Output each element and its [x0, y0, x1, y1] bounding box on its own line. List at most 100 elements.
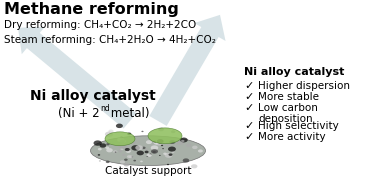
- Ellipse shape: [171, 151, 175, 153]
- Ellipse shape: [163, 153, 167, 155]
- Ellipse shape: [117, 137, 124, 142]
- Ellipse shape: [153, 141, 159, 145]
- Ellipse shape: [116, 124, 123, 128]
- Ellipse shape: [127, 155, 132, 158]
- Ellipse shape: [147, 156, 149, 157]
- Ellipse shape: [106, 161, 110, 163]
- Ellipse shape: [129, 155, 133, 158]
- Ellipse shape: [119, 140, 125, 143]
- Ellipse shape: [164, 143, 166, 144]
- Text: Higher dispersion: Higher dispersion: [258, 81, 350, 91]
- Ellipse shape: [145, 148, 148, 150]
- Ellipse shape: [146, 140, 152, 144]
- Ellipse shape: [177, 140, 184, 145]
- Ellipse shape: [98, 154, 100, 156]
- Ellipse shape: [120, 148, 124, 150]
- Ellipse shape: [136, 151, 144, 155]
- Ellipse shape: [120, 160, 125, 164]
- Ellipse shape: [118, 150, 122, 152]
- Ellipse shape: [141, 131, 144, 132]
- Ellipse shape: [168, 146, 176, 152]
- Ellipse shape: [131, 156, 133, 158]
- Ellipse shape: [105, 146, 109, 149]
- Text: Methane reforming: Methane reforming: [4, 2, 179, 17]
- Text: Dry reforming: CH₄+CO₂ → 2H₂+2CO: Dry reforming: CH₄+CO₂ → 2H₂+2CO: [4, 20, 196, 30]
- Text: metal): metal): [107, 107, 150, 120]
- Ellipse shape: [176, 143, 178, 145]
- Text: ✓: ✓: [244, 92, 253, 102]
- Ellipse shape: [96, 155, 99, 157]
- Ellipse shape: [184, 167, 187, 169]
- Ellipse shape: [191, 164, 197, 168]
- Text: Steam reforming: CH₄+2H₂O → 4H₂+CO₂: Steam reforming: CH₄+2H₂O → 4H₂+CO₂: [4, 35, 216, 45]
- Ellipse shape: [165, 153, 172, 158]
- Ellipse shape: [125, 148, 130, 151]
- Ellipse shape: [98, 148, 102, 150]
- Ellipse shape: [198, 149, 203, 153]
- Ellipse shape: [124, 159, 128, 161]
- Ellipse shape: [144, 151, 149, 153]
- Text: Ni alloy catalyst: Ni alloy catalyst: [30, 89, 156, 103]
- Ellipse shape: [154, 140, 156, 142]
- Text: ✓: ✓: [244, 121, 253, 131]
- Ellipse shape: [161, 145, 163, 146]
- Text: Catalyst support: Catalyst support: [105, 166, 191, 176]
- Text: Low carbon: Low carbon: [258, 103, 318, 113]
- Ellipse shape: [108, 129, 113, 133]
- Ellipse shape: [169, 140, 175, 144]
- Ellipse shape: [148, 128, 182, 144]
- Text: deposition: deposition: [258, 114, 313, 124]
- Ellipse shape: [183, 158, 189, 163]
- Text: (Ni + 2: (Ni + 2: [58, 107, 100, 120]
- Text: More activity: More activity: [258, 132, 325, 142]
- Ellipse shape: [169, 153, 172, 156]
- Ellipse shape: [181, 140, 184, 142]
- Text: More stable: More stable: [258, 92, 319, 102]
- Ellipse shape: [152, 151, 156, 153]
- Ellipse shape: [142, 146, 146, 149]
- Ellipse shape: [105, 132, 135, 146]
- Ellipse shape: [147, 154, 152, 157]
- Ellipse shape: [153, 141, 156, 142]
- Ellipse shape: [133, 160, 136, 161]
- Ellipse shape: [159, 155, 161, 156]
- Ellipse shape: [151, 149, 158, 154]
- Ellipse shape: [90, 136, 206, 166]
- Ellipse shape: [167, 164, 169, 165]
- Ellipse shape: [119, 151, 122, 152]
- Ellipse shape: [180, 138, 188, 142]
- Ellipse shape: [192, 146, 198, 149]
- Polygon shape: [149, 15, 226, 126]
- Ellipse shape: [125, 147, 130, 150]
- Ellipse shape: [122, 140, 126, 142]
- Ellipse shape: [106, 143, 110, 145]
- Text: Ni alloy catalyst: Ni alloy catalyst: [244, 67, 344, 77]
- Text: ✓: ✓: [244, 103, 253, 113]
- Ellipse shape: [122, 154, 125, 156]
- Text: ✓: ✓: [244, 132, 253, 142]
- Ellipse shape: [99, 160, 101, 162]
- Ellipse shape: [135, 145, 143, 150]
- Ellipse shape: [113, 150, 117, 153]
- Ellipse shape: [155, 140, 163, 145]
- Ellipse shape: [132, 142, 136, 144]
- Text: ✓: ✓: [244, 81, 253, 91]
- Ellipse shape: [127, 133, 131, 135]
- Ellipse shape: [115, 151, 116, 153]
- Text: High selectivity: High selectivity: [258, 121, 339, 131]
- Ellipse shape: [151, 145, 158, 150]
- Ellipse shape: [140, 161, 143, 162]
- Ellipse shape: [131, 145, 140, 151]
- Ellipse shape: [126, 150, 131, 153]
- Ellipse shape: [105, 132, 113, 137]
- Ellipse shape: [171, 130, 175, 133]
- Ellipse shape: [158, 127, 164, 131]
- Ellipse shape: [149, 153, 152, 155]
- Ellipse shape: [162, 148, 164, 149]
- Ellipse shape: [120, 137, 123, 138]
- Polygon shape: [18, 27, 136, 129]
- Ellipse shape: [93, 140, 102, 146]
- Text: nd: nd: [100, 104, 110, 113]
- Ellipse shape: [99, 143, 106, 148]
- Ellipse shape: [118, 143, 127, 149]
